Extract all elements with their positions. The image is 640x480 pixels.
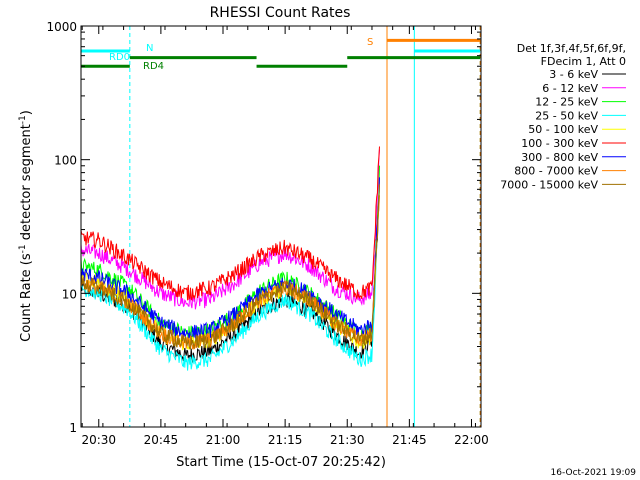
series-line-7 <box>80 177 380 341</box>
legend-label: 800 - 7000 keV <box>514 165 598 178</box>
state-label: RD0 <box>109 52 130 63</box>
x-axis-label: Start Time (15-Oct-07 20:25:42) <box>176 455 386 470</box>
series-line-9 <box>80 184 380 350</box>
plot-area: RD0 RD4 N S <box>80 26 481 427</box>
state-label: S <box>367 37 373 48</box>
legend-header: Det 1f,3f,4f,5f,6f,9f, <box>517 42 626 55</box>
x-tick-label: 22:00 <box>454 433 489 447</box>
series-line-2 <box>80 149 380 310</box>
legend-label: 6 - 12 keV <box>542 82 598 95</box>
state-label: RD4 <box>143 61 164 72</box>
chart-title: RHESSI Count Rates <box>210 5 351 21</box>
x-tick-label: 21:30 <box>330 433 365 447</box>
plot-frame <box>80 25 482 428</box>
series-line-6 <box>80 146 380 301</box>
legend: Det 1f,3f,4f,5f,6f,9f,FDecim 1, Att 03 -… <box>500 42 626 191</box>
legend-label: 12 - 25 keV <box>535 96 598 109</box>
legend-label: 50 - 100 keV <box>528 123 598 136</box>
y-tick-label: 1000 <box>46 20 77 34</box>
x-tick-label: 20:30 <box>81 433 116 447</box>
footer-timestamp: 16-Oct-2021 19:09 <box>551 468 637 478</box>
legend-label: 3 - 6 keV <box>549 68 598 81</box>
y-tick-label: 10 <box>62 287 77 301</box>
series-line-4 <box>80 186 380 371</box>
x-tick-label: 21:00 <box>206 433 241 447</box>
y-tick-label: 100 <box>54 154 77 168</box>
legend-header: FDecim 1, Att 0 <box>541 55 626 68</box>
legend-label: 7000 - 15000 keV <box>500 178 598 191</box>
x-tick-label: 21:45 <box>392 433 427 447</box>
x-tick-label: 21:15 <box>268 433 303 447</box>
legend-label: 25 - 50 keV <box>535 109 598 122</box>
legend-label: 300 - 800 keV <box>521 151 598 164</box>
y-tick-label: 1 <box>69 421 77 435</box>
y-axis-label: Count Rate (s-1 detector segment-1) <box>18 110 34 342</box>
x-tick-label: 20:45 <box>144 433 179 447</box>
state-label: N <box>146 43 153 54</box>
axes: 20:30 20:45 21:00 21:15 21:30 21:45 22:00 1 10 10… <box>46 20 488 447</box>
legend-label: 100 - 300 keV <box>521 137 598 150</box>
